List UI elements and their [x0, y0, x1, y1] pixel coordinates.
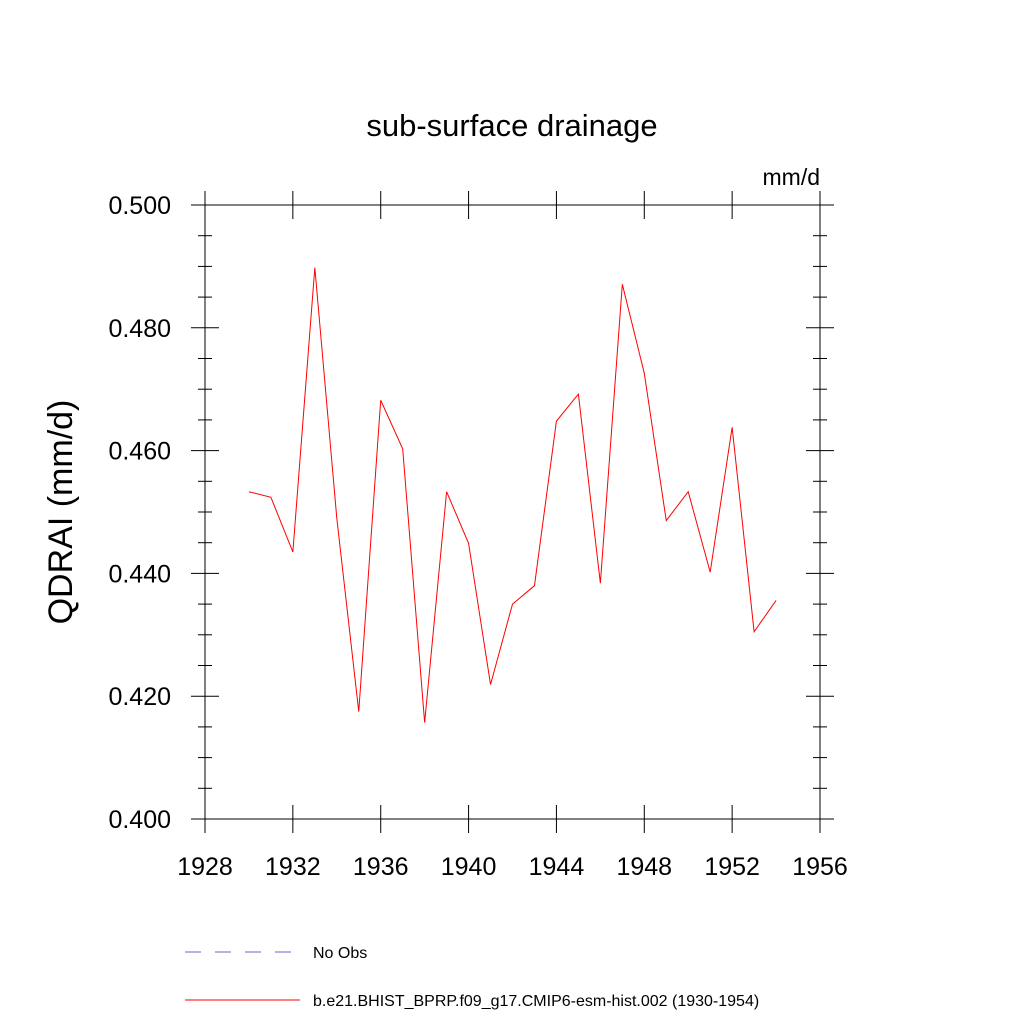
- plot-frame: [204, 204, 821, 820]
- y-tick-label: 0.500: [108, 192, 171, 220]
- x-tick-label: 1928: [177, 853, 233, 881]
- x-tick-label: 1932: [265, 853, 321, 881]
- y-tick-label: 0.480: [108, 315, 171, 343]
- y-tick-labels: 0.400 0.420 0.440 0.460 0.480 0.500: [108, 192, 171, 834]
- x-tick-label: 1944: [529, 853, 585, 881]
- legend-label-no-obs: No Obs: [313, 945, 367, 962]
- y-axis-label: QDRAI (mm/d): [42, 400, 80, 625]
- x-tick-label: 1940: [441, 853, 497, 881]
- units-label: mm/d: [763, 164, 821, 190]
- series-line: [248, 267, 777, 723]
- y-tick-label: 0.400: [108, 806, 171, 834]
- x-tick-label: 1956: [792, 853, 848, 881]
- x-tick-label: 1936: [353, 853, 409, 881]
- x-tick-label: 1948: [616, 853, 672, 881]
- x-tick-labels: 1928 1932 1936 1940 1944 1948 1952 1956: [177, 853, 848, 881]
- legend-label-model: b.e21.BHIST_BPRP.f09_g17.CMIP6-esm-hist.…: [313, 993, 759, 1010]
- y-tick-label: 0.460: [108, 438, 171, 466]
- chart-title: sub-surface drainage: [366, 108, 657, 143]
- y-tick-label: 0.420: [108, 683, 171, 711]
- y-tick-label: 0.440: [108, 560, 171, 588]
- minor-ticks: [198, 235, 827, 789]
- major-ticks: [191, 191, 834, 833]
- series-layer: [248, 267, 777, 723]
- legend: No Obs b.e21.BHIST_BPRP.f09_g17.CMIP6-es…: [185, 945, 759, 1010]
- x-tick-label: 1952: [704, 853, 760, 881]
